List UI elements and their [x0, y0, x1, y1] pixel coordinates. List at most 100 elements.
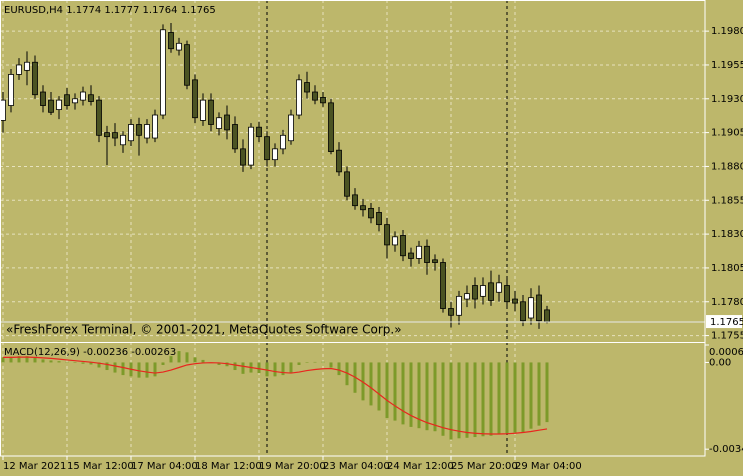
macd-bar — [9, 356, 13, 363]
y-tick-label: 1.1855 — [711, 195, 743, 206]
candle-body — [40, 91, 46, 106]
candle-body — [216, 117, 222, 129]
candle-body — [544, 309, 550, 323]
macd-bar — [369, 362, 373, 406]
macd-bar — [441, 362, 445, 436]
x-tick-label: 17 Mar 04:00 — [131, 461, 198, 472]
candle-body — [256, 126, 262, 138]
macd-bar — [273, 362, 277, 377]
macd-bar — [65, 361, 69, 363]
candle-body — [64, 94, 70, 106]
macd-bar — [457, 362, 461, 439]
macd-bar — [313, 361, 317, 363]
macd-bar — [233, 362, 237, 371]
macd-bar — [433, 362, 437, 432]
macd-bar — [361, 362, 365, 401]
candle-body — [112, 132, 118, 139]
candle-body — [96, 99, 102, 136]
candle-body — [488, 282, 494, 301]
candle-body — [384, 224, 390, 246]
candle-body — [16, 64, 22, 75]
macd-bar — [321, 361, 325, 363]
macd-bar — [225, 362, 229, 367]
candle-body — [304, 82, 310, 93]
macd-bar — [169, 356, 173, 363]
macd-bar — [121, 362, 125, 376]
macd-bar — [89, 362, 93, 365]
macd-bar — [345, 362, 349, 386]
candle-body — [264, 136, 270, 161]
macd-bar — [513, 362, 517, 433]
candle-body — [240, 148, 246, 166]
x-tick-label: 23 Mar 04:00 — [323, 461, 390, 472]
macd-bar — [377, 362, 381, 411]
macd-bar — [481, 362, 485, 437]
candle-body — [8, 74, 14, 106]
candle-body — [368, 207, 374, 219]
macd-bar — [185, 352, 189, 363]
price-label: 1.1765 — [710, 317, 743, 328]
candle-body — [528, 297, 534, 319]
macd-bar — [33, 357, 37, 363]
macd-bar — [305, 362, 309, 363]
candle-body — [248, 126, 254, 166]
candle-body — [168, 32, 174, 50]
candle-body — [312, 91, 318, 101]
candle-body — [400, 235, 406, 257]
macd-bar — [297, 362, 301, 365]
marks — [0, 23, 705, 440]
x-tick-label: 19 Mar 20:00 — [259, 461, 326, 472]
x-tick-label: 29 Mar 04:00 — [515, 461, 582, 472]
candle-body — [392, 236, 398, 246]
macd-bar — [497, 362, 501, 435]
candle-body — [424, 245, 430, 263]
y-tick-label: 1.1905 — [711, 128, 743, 139]
macd-bar — [465, 362, 469, 438]
candle-body — [296, 79, 302, 116]
macd-bar — [25, 356, 29, 363]
macd-bar — [337, 362, 341, 376]
candle-body — [344, 171, 350, 197]
candle-body — [416, 245, 422, 259]
candle-body — [0, 99, 6, 121]
macd-bar — [17, 356, 21, 363]
macd-bar — [161, 362, 165, 365]
macd-bar — [289, 362, 293, 373]
candle-body — [184, 44, 190, 86]
macd-bar — [113, 362, 117, 373]
y-tick-label: 1.1780 — [711, 297, 743, 308]
candle-body — [520, 301, 526, 322]
macd-bar — [81, 362, 85, 364]
macd-bar — [449, 362, 453, 440]
candle-body — [88, 94, 94, 102]
candle-body — [352, 194, 358, 207]
macd-bar — [545, 362, 549, 423]
macd-bar — [409, 362, 413, 427]
x-tick-label: 12 Mar 2021 — [3, 461, 66, 472]
candle-body — [360, 205, 366, 211]
y-tick-label: -0.00343 — [709, 444, 743, 455]
candle-body — [48, 99, 54, 113]
candle-body — [504, 285, 510, 303]
y-tick-label: 1.1980 — [711, 26, 743, 37]
macd-bar — [73, 362, 77, 363]
macd-bar — [489, 362, 493, 436]
macd-bar — [257, 362, 261, 374]
candle-body — [152, 114, 158, 139]
macd-bar — [97, 362, 101, 368]
macd-bar — [153, 362, 157, 377]
candle-body — [200, 99, 206, 121]
candle-body — [72, 98, 78, 104]
macd-bar — [529, 362, 533, 429]
y-tick-label: 0.00 — [709, 357, 731, 368]
x-tick-label: 15 Mar 12:00 — [67, 461, 134, 472]
candle-body — [144, 124, 150, 139]
x-tick-label: 25 Mar 20:00 — [451, 461, 518, 472]
candle-body — [440, 262, 446, 309]
y-tick-label: 0.00069 — [709, 347, 743, 358]
y-tick-label: 1.1930 — [711, 94, 743, 105]
x-tick-label: 18 Mar 12:00 — [195, 461, 262, 472]
candle-body — [448, 308, 454, 316]
macd-bar — [521, 362, 525, 432]
